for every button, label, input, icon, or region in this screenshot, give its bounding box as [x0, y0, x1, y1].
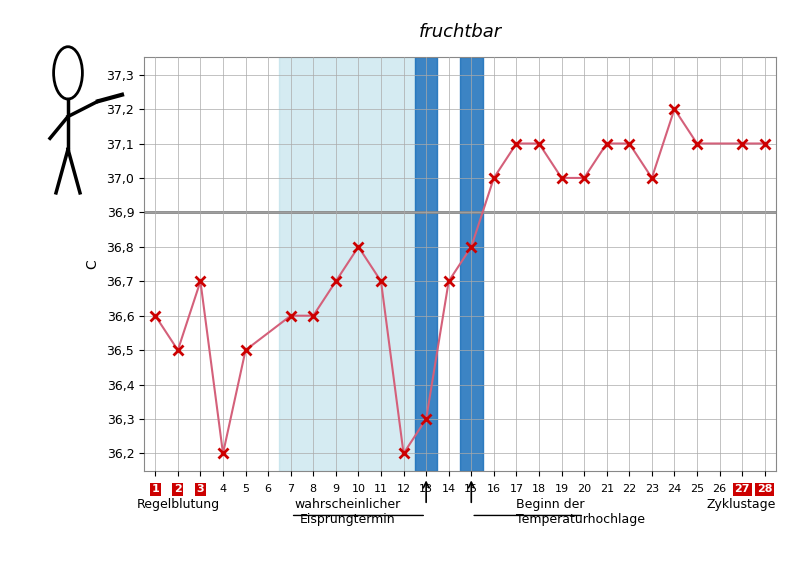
Text: 19: 19 [554, 484, 569, 494]
Text: Beginn der
Temperaturhochlage: Beginn der Temperaturhochlage [517, 498, 646, 526]
Text: 6: 6 [265, 484, 272, 494]
Text: 12: 12 [397, 484, 410, 494]
Text: 28: 28 [757, 484, 773, 494]
Text: 7: 7 [287, 484, 294, 494]
Text: 17: 17 [510, 484, 523, 494]
Text: 21: 21 [600, 484, 614, 494]
Text: Regelblutung: Regelblutung [136, 498, 219, 511]
Bar [279, 57, 415, 471]
Text: 10: 10 [351, 484, 366, 494]
Text: 15: 15 [464, 484, 478, 494]
Text: 1: 1 [151, 484, 159, 494]
Text: 24: 24 [667, 484, 682, 494]
Text: 9: 9 [332, 484, 339, 494]
Text: fruchtbar: fruchtbar [418, 23, 502, 41]
Bar [415, 57, 438, 471]
Text: 4: 4 [219, 484, 226, 494]
Text: 2: 2 [174, 484, 182, 494]
Text: 23: 23 [645, 484, 659, 494]
Text: Zyklustage: Zyklustage [706, 498, 776, 511]
Text: 3: 3 [197, 484, 204, 494]
Bar [460, 57, 482, 471]
Text: 27: 27 [734, 484, 750, 494]
Text: 8: 8 [310, 484, 317, 494]
Text: 16: 16 [487, 484, 501, 494]
Text: 22: 22 [622, 484, 637, 494]
Text: 20: 20 [577, 484, 591, 494]
Text: 13: 13 [419, 484, 433, 494]
Text: 11: 11 [374, 484, 388, 494]
Text: wahrscheinlicher
Eisprungtermin: wahrscheinlicher Eisprungtermin [294, 498, 400, 526]
Text: 5: 5 [242, 484, 249, 494]
Text: 25: 25 [690, 484, 704, 494]
Y-axis label: C: C [86, 259, 99, 269]
Text: 26: 26 [713, 484, 726, 494]
Text: 18: 18 [532, 484, 546, 494]
Text: 14: 14 [442, 484, 456, 494]
